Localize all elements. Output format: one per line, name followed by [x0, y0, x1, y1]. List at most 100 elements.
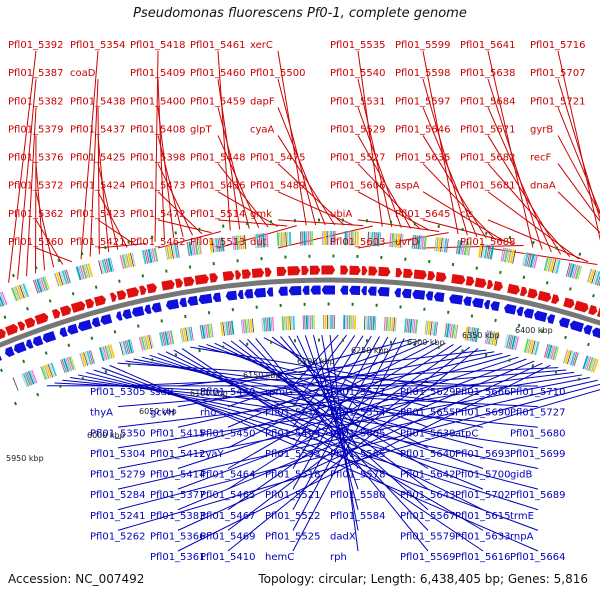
forward-cog-bar	[594, 271, 600, 286]
reverse-cog-bar	[65, 357, 71, 372]
reverse-gene-label: Pfl01_5577	[330, 387, 386, 398]
reverse-cog-bar	[394, 317, 397, 332]
forward-cog-bar	[397, 233, 401, 248]
reverse-cog-bar	[222, 321, 225, 336]
reverse-cog-bar	[464, 326, 469, 341]
forward-gene-label: Pfl01_5462	[130, 237, 186, 248]
forward-leader-line	[157, 107, 175, 239]
forward-cog-bar	[301, 231, 304, 246]
forward-cog-bar	[389, 232, 392, 248]
forward-cog-bar	[555, 259, 561, 274]
reverse-cog-bar	[387, 317, 390, 332]
reverse-gene-label: Pfl01_5702	[455, 490, 511, 501]
forward-gene-label: Pfl01_5597	[395, 96, 451, 107]
reverse-gene-arrow	[67, 323, 79, 335]
reverse-cog-bar	[514, 336, 520, 351]
forward-gene-label: Pfl01_5472	[130, 209, 186, 220]
reverse-cog-bar	[119, 341, 124, 356]
forward-cog-bar	[101, 259, 107, 274]
forward-gene-arrow	[183, 276, 195, 287]
reverse-cog-bar	[203, 324, 207, 339]
forward-cog-bar	[368, 231, 371, 246]
reverse-cog-bar	[27, 370, 35, 385]
reverse-cog-bar	[63, 358, 70, 373]
kbp-tick-label: 6350 kbp	[462, 331, 500, 340]
forward-gene-label: Pfl01_5372	[8, 181, 64, 192]
forward-cog-bar	[457, 240, 462, 255]
reverse-cog-bar	[308, 315, 310, 330]
forward-gene-arrow	[493, 281, 503, 292]
reverse-gene-label: Pfl01_5494	[265, 428, 321, 439]
forward-gene-arrow	[93, 295, 106, 307]
reverse-cog-bar	[385, 316, 389, 331]
forward-cog-bar	[282, 232, 286, 247]
forward-gene-label: coaD	[70, 68, 96, 79]
reverse-gene-arrow	[367, 286, 377, 296]
reverse-gene-label: Pfl01_5412	[150, 449, 206, 460]
forward-cog-bar	[461, 240, 466, 255]
forward-cog-bar	[332, 231, 334, 246]
forward-leader-line	[277, 135, 336, 226]
forward-cog-bar	[166, 245, 170, 260]
reverse-leader-line	[93, 369, 539, 511]
reverse-gene-arrow	[266, 287, 274, 297]
forward-cog-bar	[153, 247, 159, 262]
reverse-gene-label: Pfl01_5642	[400, 470, 456, 481]
reverse-cog-bar	[227, 321, 231, 336]
reverse-cog-bar	[568, 350, 574, 365]
reverse-gene-label: Pfl01_5518	[265, 470, 321, 481]
reverse-leader-line	[117, 367, 559, 387]
reverse-gene-label: Pfl01_5579	[400, 531, 456, 542]
forward-gene-label: dapF	[250, 96, 275, 107]
forward-cog-bar	[164, 245, 168, 260]
forward-cog-bar	[217, 237, 221, 252]
reverse-cog-bar	[31, 369, 38, 384]
reverse-cog-bar	[389, 317, 392, 332]
forward-leader-line	[157, 135, 184, 237]
forward-cog-bar	[480, 243, 484, 258]
forward-cog-bar	[309, 231, 312, 246]
reverse-gene-arrow	[14, 341, 27, 354]
forward-gene-label: Pfl01_5423	[70, 209, 126, 220]
reverse-cog-bar	[302, 315, 304, 330]
forward-cog-bar	[75, 266, 82, 281]
reverse-cog-bar	[144, 335, 149, 350]
forward-gene-arrow	[427, 270, 436, 281]
forward-cog-bar	[127, 253, 133, 268]
forward-cog-bar	[130, 252, 134, 267]
forward-cog-bar	[312, 231, 314, 246]
forward-cog-bar	[551, 259, 557, 273]
reverse-gene-arrow	[583, 324, 593, 335]
reverse-cog-bar	[513, 336, 518, 350]
reverse-cog-bar	[370, 316, 373, 331]
reverse-cog-bar	[566, 350, 572, 365]
reverse-leader-line	[117, 389, 600, 531]
reverse-cog-bar	[311, 315, 314, 330]
reverse-cog-bar	[531, 340, 536, 355]
reverse-cog-bar	[587, 357, 594, 371]
reverse-gene-label: Pfl01_5664	[510, 552, 566, 563]
reverse-gene-arrow	[151, 302, 162, 313]
forward-cog-bar	[486, 244, 490, 259]
forward-leader-line	[422, 163, 496, 241]
reverse-gene-label: Pfl01_5639	[400, 428, 456, 439]
reverse-leader-line	[321, 334, 359, 531]
reverse-cog-bar	[564, 349, 571, 364]
reverse-cog-bar	[104, 345, 110, 360]
forward-gene-label: Pfl01_5436	[190, 181, 246, 192]
forward-cog-bar	[13, 286, 20, 301]
reverse-cog-bar	[262, 317, 266, 332]
reverse-cog-bar	[43, 365, 50, 379]
reverse-cog-bar	[205, 324, 209, 339]
reverse-cog-bar	[106, 345, 112, 359]
forward-cog-bar	[241, 235, 245, 250]
reverse-cog-bar	[550, 345, 556, 360]
forward-gene-label: Pfl01_5540	[330, 68, 386, 79]
forward-gene-arrow	[349, 265, 361, 275]
forward-cog-bar	[567, 263, 573, 278]
forward-leader-line	[277, 191, 354, 226]
forward-gene-label: Pfl01_5599	[395, 40, 451, 51]
forward-cog-bar	[353, 231, 355, 246]
forward-leader-line	[357, 107, 402, 228]
